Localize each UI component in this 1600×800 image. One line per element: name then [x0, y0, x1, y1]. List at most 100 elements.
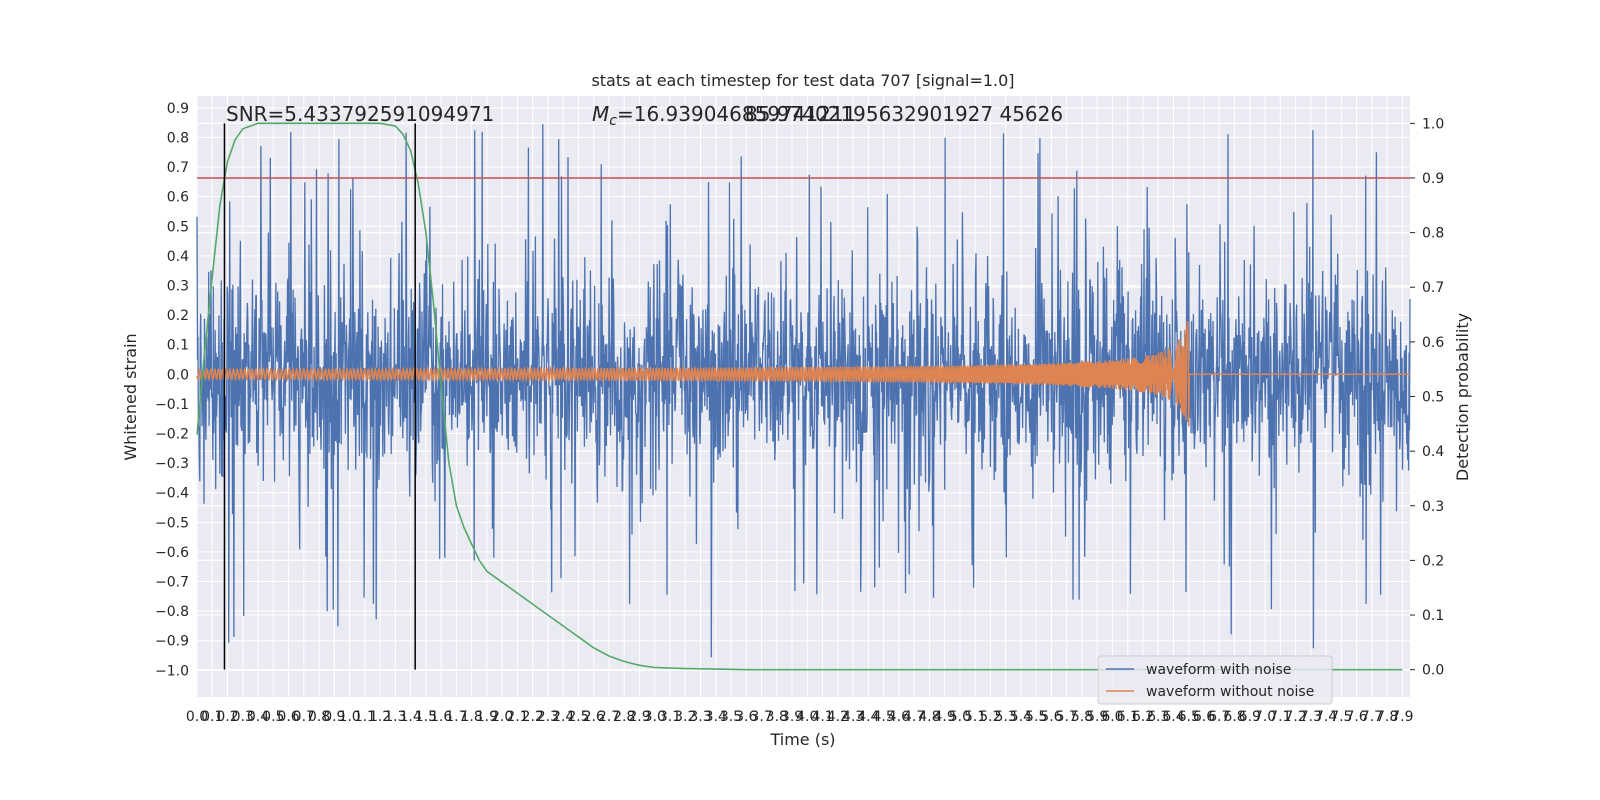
- x-tick-label: 7.2: [1284, 709, 1306, 725]
- x-tick-label: 1.7: [445, 709, 467, 725]
- x-tick-label: 2.1: [506, 709, 528, 725]
- x-tick-label: 6.5: [1178, 709, 1200, 725]
- y-tick-label: 0.7: [167, 160, 189, 176]
- x-tick-label: 3.6: [735, 709, 757, 725]
- x-tick-label: 7.0: [1254, 709, 1276, 725]
- x-tick-label: 4.5: [872, 709, 894, 725]
- x-tick-label: 1.5: [415, 709, 437, 725]
- x-tick-label: 2.6: [583, 709, 605, 725]
- x-tick-label: 5.6: [1040, 709, 1062, 725]
- x-tick-label: 7.8: [1376, 709, 1398, 725]
- y-right-tick-label: 0.3: [1422, 499, 1444, 515]
- legend: waveform with noise waveform without noi…: [1097, 655, 1333, 705]
- y-right-tick-label: 0.2: [1422, 553, 1444, 569]
- y-right-tick-label: 0.1: [1422, 608, 1444, 624]
- series-waveform-without-noise: [196, 321, 1410, 427]
- x-tick-label: 1.8: [461, 709, 483, 725]
- y-tick-label: 0.2: [167, 308, 189, 324]
- x-tick-label: 4.0: [796, 709, 818, 725]
- x-tick-label: 4.2: [827, 709, 849, 725]
- y-right-tick-label: 1.0: [1422, 116, 1444, 132]
- x-tick-label: 1.6: [430, 709, 452, 725]
- legend-label-clean: waveform without noise: [1146, 684, 1314, 700]
- x-tick-label: 5.8: [1071, 709, 1093, 725]
- legend-box: [1097, 655, 1333, 705]
- x-tick-label: 6.2: [1132, 709, 1154, 725]
- x-tick-label: 5.4: [1010, 709, 1032, 725]
- chart-title: stats at each timestep for test data 707…: [591, 71, 1014, 90]
- x-tick-label: 3.1: [659, 709, 681, 725]
- x-tick-label: 6.7: [1208, 709, 1230, 725]
- x-tick-label: 0.3: [232, 709, 254, 725]
- x-tick-label: 1.0: [338, 709, 360, 725]
- x-tick-label: 6.6: [1193, 709, 1215, 725]
- y-tick-label: −0.3: [155, 456, 189, 472]
- x-tick-label: 6.0: [1101, 709, 1123, 725]
- noise-line: [196, 124, 1411, 658]
- x-tick-label: 3.3: [689, 709, 711, 725]
- y-right-tick-label: 0.8: [1422, 226, 1444, 242]
- x-tick-label: 5.1: [964, 709, 986, 725]
- x-tick-label: 2.8: [613, 709, 635, 725]
- mc-overlap-annotation: 85.97402195632901927 45626: [745, 102, 1063, 126]
- y-tick-label: −0.9: [155, 634, 189, 650]
- x-tick-label: 4.6: [888, 709, 910, 725]
- x-tick-label: 0.4: [247, 709, 269, 725]
- x-tick-label: 4.4: [857, 709, 879, 725]
- y-right-tick-label: 0.7: [1422, 280, 1444, 296]
- x-tick-label: 2.2: [522, 709, 544, 725]
- x-tick-label: 3.4: [705, 709, 727, 725]
- y-tick-label: 0.9: [167, 101, 189, 117]
- y-right-tick-label: 0.0: [1422, 663, 1444, 679]
- y-tick-label: −1.0: [155, 663, 189, 679]
- x-tick-label: 2.0: [491, 709, 513, 725]
- x-tick-label: 4.1: [811, 709, 833, 725]
- y-tick-label: 0.4: [167, 249, 189, 265]
- y-right-tick-label: 0.5: [1422, 390, 1444, 406]
- x-axis-label: Time (s): [769, 730, 835, 749]
- y-tick-label: 0.3: [167, 278, 189, 294]
- mc-subscript: c: [609, 113, 617, 129]
- series-detection-probability: [196, 122, 1403, 671]
- x-tick-label: 2.5: [567, 709, 589, 725]
- x-tick-label: 3.0: [644, 709, 666, 725]
- y-tick-label: −0.7: [155, 575, 189, 591]
- series-waveform-with-noise: [196, 124, 1411, 658]
- x-tick-label: 7.6: [1345, 709, 1367, 725]
- x-tick-label: 7.1: [1269, 709, 1291, 725]
- x-tick-label: 4.3: [842, 709, 864, 725]
- y-tick-label: −0.6: [155, 545, 189, 561]
- x-tick-label: 7.4: [1315, 709, 1337, 725]
- x-tick-label: 1.1: [354, 709, 376, 725]
- x-tick-label: 7.3: [1300, 709, 1322, 725]
- x-tick-label: 0.7: [293, 709, 315, 725]
- x-tick-label: 4.8: [918, 709, 940, 725]
- mc-symbol: M: [592, 102, 609, 126]
- y-tick-label: −0.8: [155, 604, 189, 620]
- y-tick-label: −0.1: [155, 397, 189, 413]
- y-tick-label: 0.1: [167, 338, 189, 354]
- x-tick-label: 0.8: [308, 709, 330, 725]
- mc-value: =16.939046859741211: [617, 102, 856, 126]
- bottom-axis: 0.00.10.20.30.40.50.60.70.80.91.01.11.21…: [186, 709, 1414, 725]
- y-tick-label: 0.5: [167, 219, 189, 235]
- clean-line: [196, 321, 1410, 427]
- x-tick-label: 0.2: [216, 709, 238, 725]
- x-tick-label: 2.7: [598, 709, 620, 725]
- x-tick-label: 2.4: [552, 709, 574, 725]
- y-tick-label: 0.6: [167, 190, 189, 206]
- x-tick-label: 3.2: [674, 709, 696, 725]
- x-tick-label: 0.1: [201, 709, 223, 725]
- x-tick-label: 1.9: [476, 709, 498, 725]
- y-tick-label: −0.2: [155, 427, 189, 443]
- x-tick-label: 3.9: [781, 709, 803, 725]
- x-tick-label: 7.7: [1361, 709, 1383, 725]
- x-tick-label: 4.9: [934, 709, 956, 725]
- mc-annotation: Mc=16.939046859741211: [592, 102, 856, 129]
- y-tick-label: −0.4: [155, 486, 189, 502]
- overlays: [197, 123, 1410, 670]
- x-tick-label: 0.6: [277, 709, 299, 725]
- y-axis-label: Whitened strain: [121, 333, 140, 460]
- y-right-tick-label: 0.9: [1422, 171, 1444, 187]
